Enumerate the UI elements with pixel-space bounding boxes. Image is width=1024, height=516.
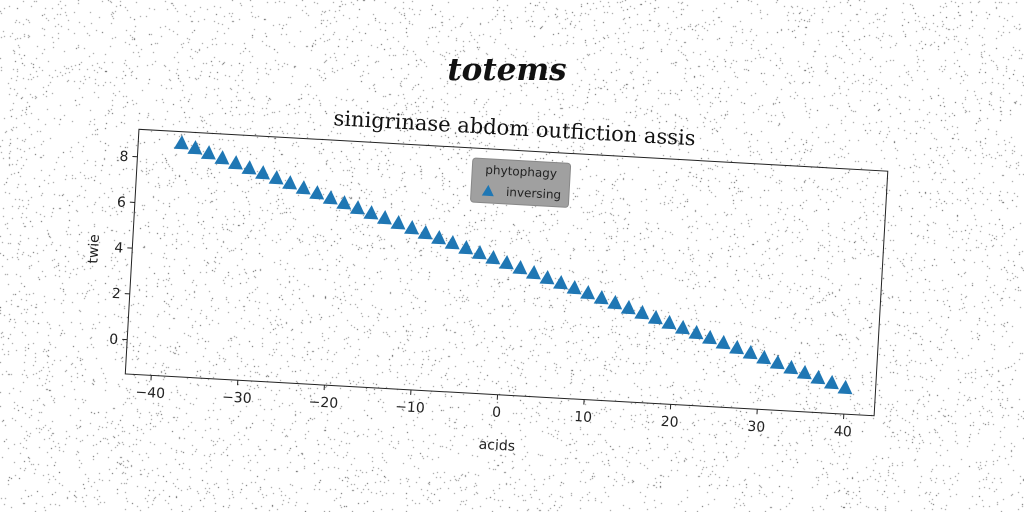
x-tick-label: −30 [222, 389, 252, 407]
data-point [377, 210, 393, 225]
y-tick-label: 2 [111, 286, 121, 302]
chart-title: sinigrinase abdom outfiction assis [333, 106, 696, 150]
data-point [255, 165, 271, 180]
data-point [458, 240, 474, 255]
data-point [296, 180, 312, 195]
data-point [201, 145, 217, 160]
data-point [810, 369, 826, 384]
data-point [716, 334, 732, 349]
data-point [214, 150, 230, 165]
data-point [553, 275, 569, 290]
data-point [499, 255, 515, 270]
legend: phytophagy inversing [470, 158, 570, 207]
data-point [621, 300, 637, 315]
data-point [418, 225, 434, 240]
data-point [174, 135, 190, 150]
y-tick-label: 8 [119, 149, 129, 165]
x-tick-label: 20 [660, 414, 679, 431]
data-point [648, 309, 664, 324]
data-point [675, 319, 691, 334]
data-point [702, 329, 718, 344]
y-tick-label: 0 [109, 332, 119, 348]
data-point [837, 379, 853, 394]
data-point [282, 175, 298, 190]
data-point [634, 305, 650, 320]
data-point [242, 160, 258, 175]
data-point [770, 354, 786, 369]
y-axis-label: twie [85, 234, 103, 264]
data-point [228, 155, 244, 170]
data-point [539, 270, 555, 285]
data-point [688, 324, 704, 339]
data-point [336, 195, 352, 210]
data-point [323, 190, 339, 205]
data-point [309, 185, 325, 200]
y-tick-label: 6 [116, 194, 126, 210]
data-point [594, 290, 610, 305]
data-point [431, 230, 447, 245]
data-point [445, 235, 461, 250]
x-axis: −40 −30 −20 −10 0 10 20 30 40 [135, 375, 853, 441]
data-point [756, 349, 772, 364]
data-point [485, 250, 501, 265]
data-point [729, 339, 745, 354]
data-point [363, 205, 379, 220]
x-tick-label: −10 [395, 399, 425, 417]
data-point [512, 260, 528, 275]
data-point [472, 245, 488, 260]
y-axis: 0 2 4 6 8 [109, 149, 138, 349]
data-point [567, 280, 583, 295]
data-point [404, 220, 420, 235]
x-tick-label: 30 [747, 419, 766, 436]
data-point [390, 215, 406, 230]
data-point [797, 364, 813, 379]
data-point [607, 295, 623, 310]
data-point [824, 374, 840, 389]
data-point [661, 314, 677, 329]
data-point [526, 265, 542, 280]
x-axis-label: acids [478, 437, 515, 455]
data-point [580, 285, 596, 300]
x-tick-label: 10 [574, 409, 593, 426]
x-tick-label: 40 [833, 424, 852, 441]
x-tick-label: 0 [492, 404, 502, 420]
data-point [743, 344, 759, 359]
data-point [350, 200, 366, 215]
data-point [187, 140, 203, 155]
data-point [783, 359, 799, 374]
x-tick-label: −20 [308, 394, 338, 412]
data-point [269, 170, 285, 185]
x-tick-label: −40 [135, 385, 165, 403]
y-tick-label: 4 [114, 240, 124, 256]
